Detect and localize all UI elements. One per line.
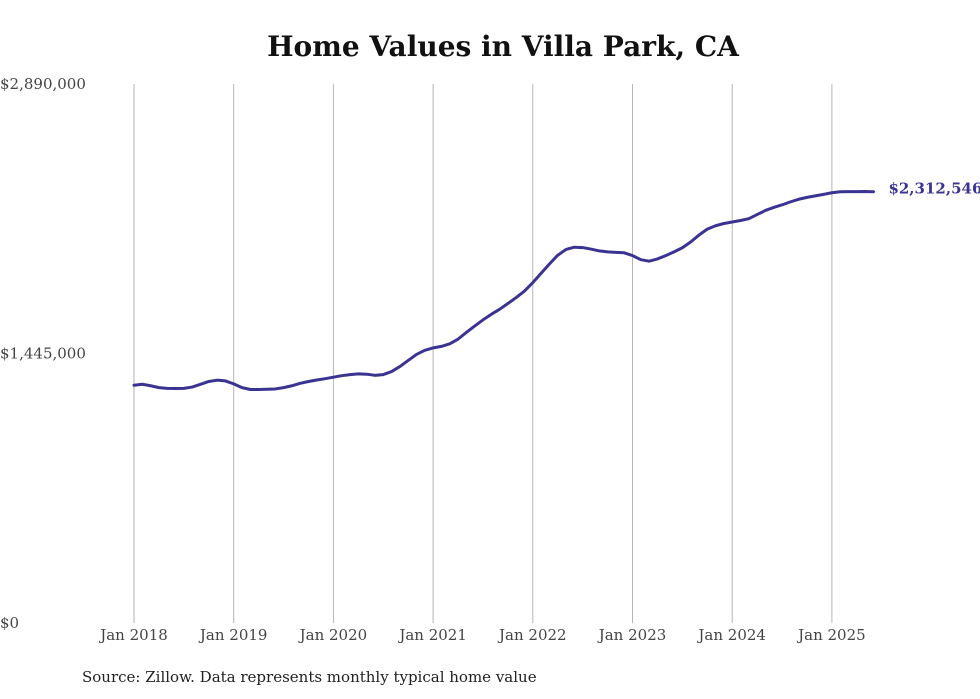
x-tick-label: Jan 2020 xyxy=(298,626,368,644)
axis-labels: Jan 2018 Jan 2019 Jan 2020 Jan 2021 Jan 2022… xyxy=(0,75,866,644)
x-tick-label: Jan 2018 xyxy=(98,626,168,644)
x-tick-label: Jan 2019 xyxy=(198,626,268,644)
source-note: Source: Zillow. Data represents monthly … xyxy=(82,668,537,686)
series-layer: $2,312,546 xyxy=(132,180,980,391)
x-tick-label: Jan 2021 xyxy=(397,626,467,644)
x-tick-label: Jan 2022 xyxy=(497,626,567,644)
end-value-label: $2,312,546 xyxy=(888,180,980,198)
y-tick-label: $0 xyxy=(0,614,19,632)
y-tick-label: $1,445,000 xyxy=(0,345,86,363)
series-line xyxy=(132,190,875,391)
y-tick-label: $2,890,000 xyxy=(0,75,86,93)
x-tick-label: Jan 2024 xyxy=(696,626,766,644)
x-tick-label: Jan 2025 xyxy=(796,626,866,644)
gridlines xyxy=(133,84,833,623)
x-tick-label: Jan 2023 xyxy=(597,626,667,644)
chart-title: Home Values in Villa Park, CA xyxy=(267,30,739,63)
